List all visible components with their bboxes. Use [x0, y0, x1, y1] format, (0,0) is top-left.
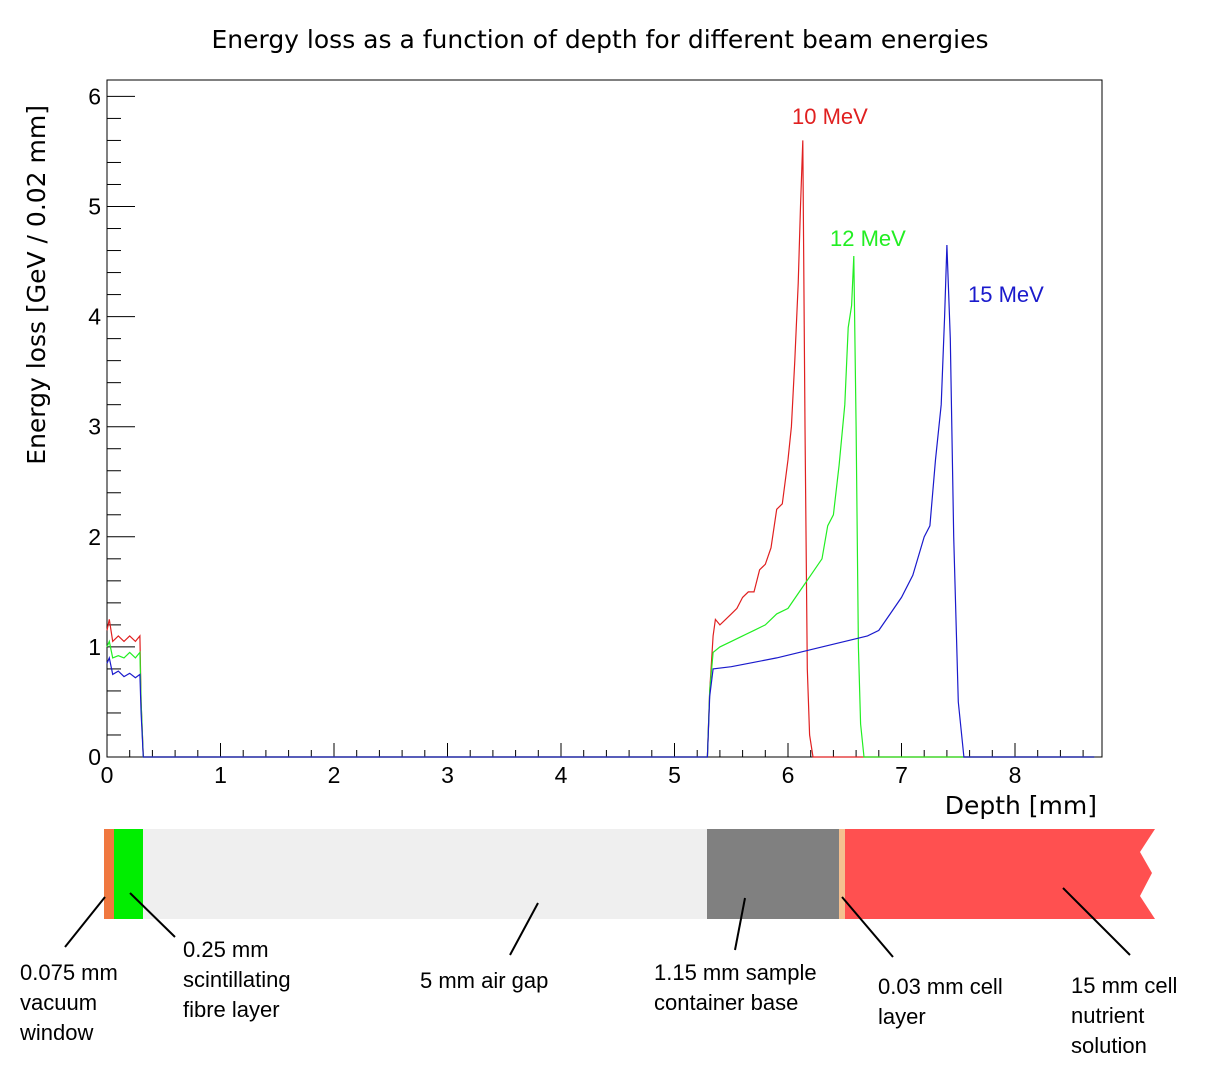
layer-label: vacuum: [20, 990, 97, 1015]
layer-label: scintillating: [183, 967, 291, 992]
series-label: 15 MeV: [968, 282, 1044, 307]
layer-label: layer: [878, 1004, 926, 1029]
x-tick-label: 3: [441, 762, 454, 788]
layer-label: nutrient: [1071, 1003, 1144, 1028]
layer-block: [845, 829, 1155, 919]
layer-block: [707, 829, 839, 919]
layer-label: 5 mm air gap: [420, 968, 548, 993]
y-tick-label: 6: [88, 83, 101, 109]
pointer-line: [1062, 887, 1131, 956]
x-tick-label: 7: [895, 762, 908, 788]
series-layer: [106, 140, 1095, 758]
layer-block: [839, 829, 845, 919]
series-labels: 10 MeV 12 MeV 15 MeV: [792, 104, 1044, 307]
geometry-strip-labels: 0.075 mm vacuum window 0.25 mm scintillating…: [19, 887, 1177, 1058]
pointer-line: [841, 896, 894, 958]
x-tick-label: 0: [101, 762, 114, 788]
layer-label: 0.075 mm: [20, 960, 118, 985]
axes: 0 1 2 3 4 5 6 7 8 0 1 2 3 4 5 6: [88, 83, 1084, 788]
layer-label: 15 mm cell: [1071, 973, 1177, 998]
y-tick-label: 5: [88, 194, 101, 220]
series-line-10-mev: [106, 140, 1095, 758]
layer-block: [143, 829, 707, 919]
x-tick-label: 6: [782, 762, 795, 788]
plot-frame: [106, 79, 1103, 758]
series-line-12-mev: [106, 255, 1095, 758]
layer-label: fibre layer: [183, 997, 280, 1022]
layer-block: [114, 829, 143, 919]
layer-label: 0.03 mm cell: [878, 974, 1003, 999]
pointer-line: [734, 897, 746, 951]
x-tick-label: 8: [1009, 762, 1022, 788]
pointer-line: [64, 896, 106, 948]
layer-label: solution: [1071, 1033, 1147, 1058]
layer-label: container base: [654, 990, 798, 1015]
pointer-line: [509, 902, 539, 956]
y-axis-title: Energy loss [GeV / 0.02 mm]: [22, 105, 51, 465]
pointer-line: [129, 892, 176, 938]
x-tick-label: 1: [214, 762, 227, 788]
geometry-strip: [104, 829, 1155, 919]
layer-block: [104, 829, 114, 919]
y-tick-label: 1: [88, 634, 101, 660]
x-tick-label: 5: [668, 762, 681, 788]
layer-label: 0.25 mm: [183, 937, 269, 962]
series-label: 10 MeV: [792, 104, 868, 129]
y-tick-label: 4: [88, 304, 101, 330]
series-label: 12 MeV: [830, 226, 906, 251]
chart-title: Energy loss as a function of depth for d…: [211, 25, 988, 54]
y-tick-label: 2: [88, 524, 101, 550]
y-tick-label: 0: [88, 744, 101, 770]
layer-label: 1.15 mm sample: [654, 960, 817, 985]
x-axis-title: Depth [mm]: [945, 791, 1097, 820]
x-tick-label: 4: [555, 762, 568, 788]
series-line-15-mev: [106, 244, 1095, 758]
x-tick-label: 2: [328, 762, 341, 788]
layer-label: window: [19, 1020, 93, 1045]
y-tick-label: 3: [88, 414, 101, 440]
